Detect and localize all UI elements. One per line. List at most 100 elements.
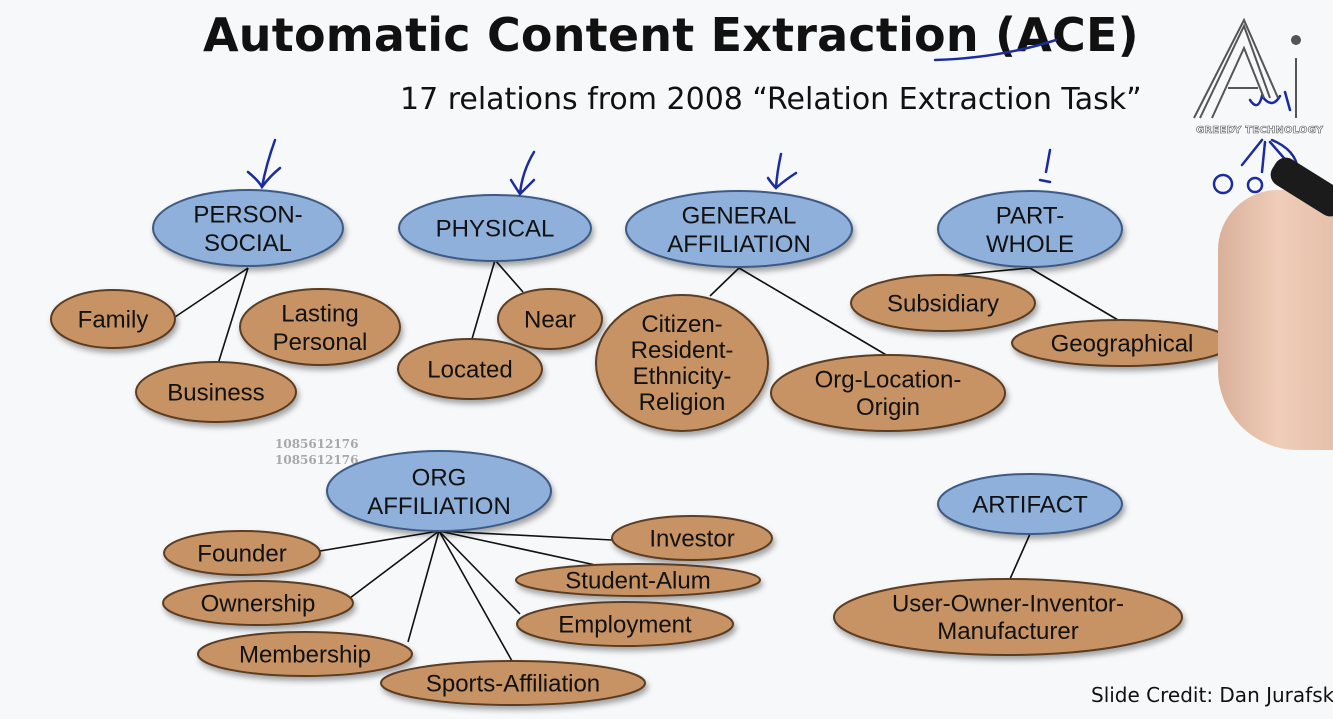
node-org-affiliation-shape [326,450,552,532]
presenter-hand [1218,190,1333,450]
node-physical-shape [398,194,592,262]
node-employment-shape [516,601,734,647]
edge-part-whole-geographical [1029,267,1119,321]
node-general-affiliation-label: GENERAL [682,202,797,229]
slide-credit: Slide Credit: Dan Jurafsky [1091,683,1333,707]
node-org-affiliation-label: AFFILIATION [367,493,511,520]
checkmark-1 [246,138,282,190]
checkmark-2 [509,150,536,196]
node-lasting-personal-label: Lasting [281,300,358,327]
node-part-whole-shape [937,190,1123,268]
node-business-shape [135,361,297,423]
node-user-owner-label: User-Owner-Inventor- [892,591,1124,618]
edge-general-affiliation-citizen [709,267,740,297]
node-membership-label: Membership [239,642,371,669]
ink-tree-branches [1240,138,1300,174]
ink-annotations [246,38,1300,196]
edge-physical-near [494,259,524,293]
node-subsidiary-label: Subsidiary [887,291,999,318]
node-near-label: Near [524,307,576,334]
edge-org-affiliation-membership [407,530,440,643]
node-ownership: Ownership [162,580,354,626]
node-user-owner-shape [833,578,1183,656]
node-org-location-label: Origin [856,394,920,421]
node-part-whole: PART-WHOLE [937,190,1123,268]
checkmark-3 [766,152,798,190]
node-founder-label: Founder [197,541,286,568]
node-founder: Founder [163,530,321,576]
node-user-owner: User-Owner-Inventor-Manufacturer [833,578,1183,656]
edge-person-social-family [174,267,249,318]
ink-scribble [1248,90,1292,112]
node-physical-label: PHYSICAL [436,216,555,243]
node-near: Near [497,288,603,350]
node-ownership-label: Ownership [201,591,316,618]
node-family: Family [50,289,176,349]
node-investor-label: Investor [649,526,734,553]
watermark-line-1: 1085612176 [275,437,359,451]
node-subsidiary-shape [850,274,1036,332]
edge-physical-located [471,259,496,340]
node-artifact-label: ARTIFACT [972,492,1088,519]
node-sports: Sports-Affiliation [380,660,646,706]
node-lasting-personal-label: Personal [273,329,368,356]
node-part-whole-label: PART- [996,202,1064,229]
edge-artifact-user-owner [1009,533,1031,580]
node-person-social: PERSON-SOCIAL [152,189,344,267]
node-citizen-label: Resident- [631,337,734,364]
node-membership-shape [197,631,413,677]
node-located-label: Located [427,357,512,384]
edge-org-affiliation-ownership [349,530,440,599]
edge-org-affiliation-employment [438,530,521,615]
logo-caption: GREEDY TECHNOLOGY [1196,125,1324,137]
slide-subtitle: 17 relations from 2008 “Relation Extract… [400,82,1142,117]
node-org-location: Org-Location-Origin [770,354,1006,432]
edge-org-affiliation-sports [438,530,513,662]
node-family-shape [50,289,176,349]
node-citizen-label: Ethnicity- [633,363,732,390]
ink-circle-1 [1212,173,1234,195]
watermark-line-2: 1085612176 [275,453,359,467]
node-artifact: ARTIFACT [937,473,1123,535]
node-artifact-shape [937,473,1123,535]
slide-title: Automatic Content Extraction (ACE) [203,8,1139,62]
logo-mark-icon [1193,17,1301,119]
node-sports-shape [380,660,646,706]
node-person-social-label: SOCIAL [204,230,292,257]
node-citizen-shape [595,294,769,432]
node-employment-label: Employment [558,612,692,639]
node-citizen-label: Religion [639,389,726,416]
edge-person-social-business [217,267,249,365]
edge-org-affiliation-founder [319,530,440,552]
node-family-label: Family [78,307,149,334]
node-business-label: Business [167,380,264,407]
node-located: Located [397,338,543,400]
node-person-social-label: PERSON- [193,201,302,228]
node-general-affiliation-label: AFFILIATION [667,231,811,258]
node-geographical: Geographical [1011,319,1233,367]
node-user-owner-label: Manufacturer [937,618,1078,645]
node-geographical-label: Geographical [1051,331,1194,358]
node-employment: Employment [516,601,734,647]
node-org-affiliation-label: ORG [412,464,467,491]
node-citizen-label: Citizen- [641,311,722,338]
node-founder-shape [163,530,321,576]
edge-org-affiliation-student-alum [438,530,601,567]
relation-edges [174,259,1119,662]
node-general-affiliation-shape [625,190,853,268]
edge-org-affiliation-investor [438,530,613,541]
node-student-alum-label: Student-Alum [565,568,710,595]
node-near-shape [497,288,603,350]
greedy-technology-logo [1192,17,1312,148]
node-person-social-shape [152,189,344,267]
node-subsidiary: Subsidiary [850,274,1036,332]
checkmark-4 [1038,148,1052,184]
node-org-location-label: Org-Location- [815,367,962,394]
node-ownership-shape [162,580,354,626]
node-citizen: Citizen-Resident-Ethnicity-Religion [595,294,769,432]
